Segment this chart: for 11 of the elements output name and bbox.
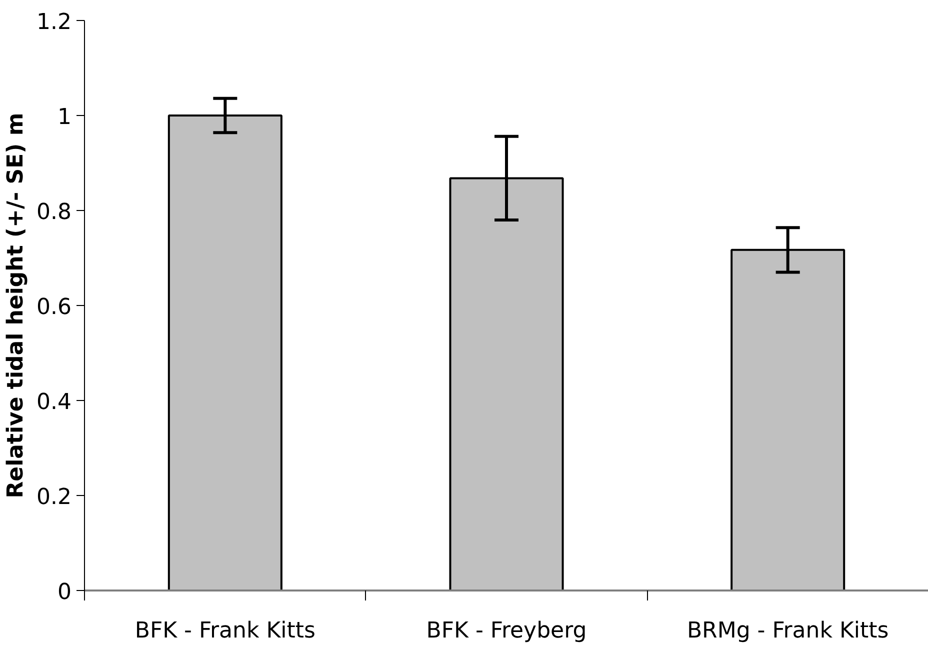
x-tick-label: BFK - Frank Kitts (134, 618, 316, 644)
y-tick-label: 0.2 (36, 485, 72, 510)
y-tick-label: 0.4 (36, 390, 72, 415)
x-tick-label: BFK - Freyberg (426, 618, 587, 644)
y-tick-label: 0 (58, 580, 72, 605)
y-tick-label: 0.6 (36, 295, 72, 320)
x-tick-label: BRMg - Frank Kitts (686, 618, 889, 644)
y-tick-label: 1.2 (36, 10, 72, 35)
y-tick-label: 1 (58, 105, 72, 130)
y-tick-label: 0.8 (36, 200, 72, 225)
y-axis-title: Relative tidal height (+/- SE) m (4, 112, 29, 498)
